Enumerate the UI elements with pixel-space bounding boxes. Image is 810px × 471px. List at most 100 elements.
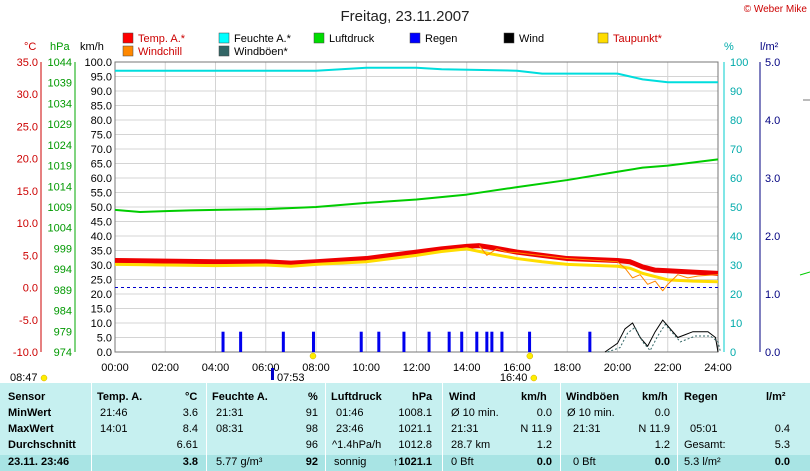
min-boen: 0.0 [654, 407, 670, 419]
max-feuchte-time: 08:31 [216, 423, 244, 435]
row-current-label: 23.11. 23:46 [8, 456, 70, 468]
avg-wind-distance: 28.7 km [451, 439, 491, 451]
cur-forecast: sonnig [334, 456, 367, 468]
max-boen: N 11.9 [638, 423, 670, 435]
tick-humidity: 40 [730, 231, 742, 243]
tick-wind: 10.0 [91, 318, 112, 330]
min-temp: 3.6 [182, 407, 198, 419]
min-feuchte-time: 21:31 [216, 407, 244, 419]
min-luft-time: 01:46 [336, 407, 364, 419]
tick-wind: 65.0 [91, 159, 112, 171]
tick-pressure: 1039 [48, 78, 72, 90]
avg-luft-trend: ^1.4hPa/h [332, 439, 382, 451]
tick-x: 04:00 [202, 362, 230, 374]
legend-label: Windchill [138, 46, 182, 58]
row-avg-label: Durchschnitt [8, 439, 76, 451]
cur-regen: 0.0 [774, 456, 790, 468]
axis-unit-pressure: hPa [50, 41, 70, 53]
rain-bar [281, 331, 285, 352]
rain-bar [588, 331, 592, 352]
min-wind: 0.0 [536, 407, 552, 419]
tick-humidity: 20 [730, 289, 742, 301]
tick-wind: 5.0 [97, 333, 112, 345]
sun-icon [40, 374, 48, 382]
legend-label: Regen [425, 33, 457, 45]
avg-regen-label: Gesamt: [684, 439, 726, 451]
tick-wind: 0.0 [97, 347, 112, 359]
series-line [114, 243, 719, 276]
max-luft: 1021.1 [398, 423, 432, 435]
tick-humidity: 30 [730, 260, 742, 272]
rain-bar [402, 331, 406, 352]
legend-swatch [122, 45, 134, 57]
tick-x: 00:00 [101, 362, 129, 374]
tick-wind: 45.0 [91, 217, 112, 229]
header-temp: Temp. A. [97, 391, 143, 403]
header-wind: Wind [449, 391, 476, 403]
tick-pressure: 994 [54, 264, 72, 276]
header-regen-unit: l/m² [766, 391, 786, 403]
rain-bar [485, 331, 489, 352]
tick-x: 02:00 [151, 362, 179, 374]
tick-pressure: 974 [54, 347, 72, 359]
max-temp: 8.4 [182, 423, 198, 435]
min-wind-time: Ø 10 min. [451, 407, 499, 419]
sun-set-icon-top [526, 352, 534, 360]
legend-label: Temp. A.* [138, 33, 186, 45]
chart-title: Freitag, 23.11.2007 [341, 8, 470, 25]
tick-x: 14:00 [453, 362, 481, 374]
axis-unit-wind: km/h [80, 41, 104, 53]
tick-temp: -5.0 [19, 315, 38, 327]
tick-humidity: 10 [730, 318, 742, 330]
tick-temp: -10.0 [13, 347, 38, 359]
header-windboen: Windböen [566, 391, 620, 403]
tick-humidity: 0 [730, 347, 736, 359]
tick-humidity: 60 [730, 173, 742, 185]
cur-temp: 3.8 [182, 456, 198, 468]
rain-bar [427, 331, 431, 352]
sun-rise-icon [309, 352, 317, 360]
tick-pressure: 1014 [48, 181, 72, 193]
cur-abs-feuchte: 5.77 g/m³ [216, 456, 263, 468]
tick-x: 06:00 [252, 362, 280, 374]
min-feuchte: 91 [305, 407, 318, 419]
tick-wind: 40.0 [91, 231, 112, 243]
rain-bar [221, 331, 225, 352]
col-sep [560, 383, 561, 471]
avg-wind: 1.2 [536, 439, 552, 451]
tick-temp: 20.0 [17, 154, 38, 166]
tick-x: 20:00 [604, 362, 632, 374]
rain-bar [359, 331, 363, 352]
min-luft: 1008.1 [398, 407, 432, 419]
tick-temp: 30.0 [17, 89, 38, 101]
min-temp-time: 21:46 [100, 407, 128, 419]
rain-bar [500, 331, 504, 352]
max-boen-time: 21:31 [573, 423, 601, 435]
avg-luft: 1012.8 [398, 439, 432, 451]
tick-wind: 70.0 [91, 144, 112, 156]
tick-pressure: 1019 [48, 161, 72, 173]
header-sensor: Sensor [8, 391, 46, 403]
min-boen-time: Ø 10 min. [567, 407, 615, 419]
avg-feuchte: 96 [305, 439, 318, 451]
max-wind-time: 21:31 [451, 423, 479, 435]
rain-bar [475, 331, 479, 352]
tick-humidity: 70 [730, 144, 742, 156]
cur-regen-total: 5.3 l/m² [684, 456, 721, 468]
tick-pressure: 1024 [48, 140, 72, 152]
series-line [114, 247, 719, 284]
tick-humidity: 50 [730, 202, 742, 214]
rain-bar [528, 331, 532, 352]
tick-pressure: 999 [54, 243, 72, 255]
avg-temp: 6.61 [176, 439, 198, 451]
sunrise-tick [270, 368, 274, 380]
max-wind: N 11.9 [520, 423, 552, 435]
header-luftdruck-unit: hPa [412, 391, 433, 403]
tick-wind: 30.0 [91, 260, 112, 272]
tick-x: 18:00 [553, 362, 581, 374]
rain-bar [377, 331, 381, 352]
tick-wind: 15.0 [91, 304, 112, 316]
col-sep [325, 383, 326, 471]
tick-rain: 4.0 [765, 115, 780, 127]
